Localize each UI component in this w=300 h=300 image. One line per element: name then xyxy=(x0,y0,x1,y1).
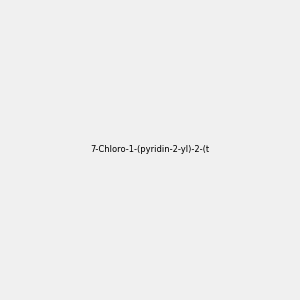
Text: 7-Chloro-1-(pyridin-2-yl)-2-(t: 7-Chloro-1-(pyridin-2-yl)-2-(t xyxy=(90,146,210,154)
